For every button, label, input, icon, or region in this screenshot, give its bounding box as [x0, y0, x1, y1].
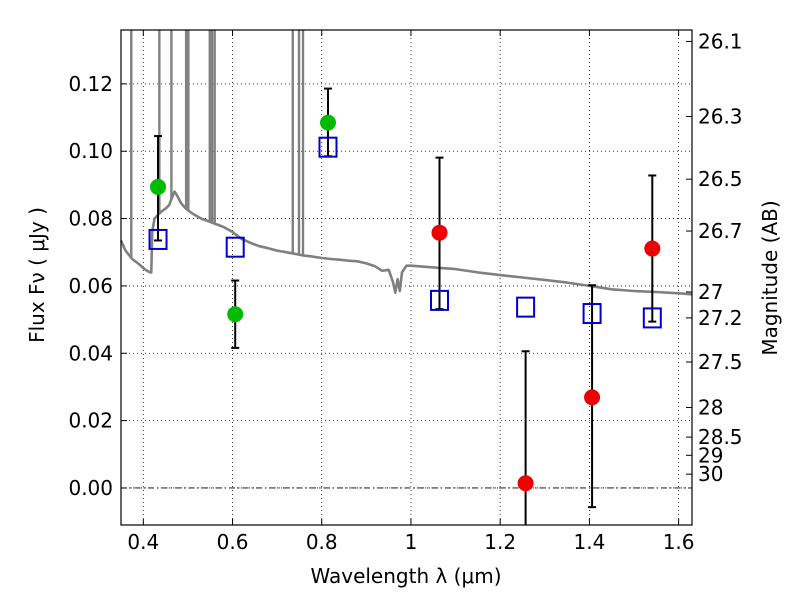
- x-tick-label: 1.4: [573, 530, 605, 554]
- mag-tick-label: 27: [698, 280, 723, 304]
- data-point: [517, 475, 534, 492]
- model-point: [318, 136, 338, 158]
- mag-tick-label: 29: [698, 443, 723, 467]
- data-point: [431, 224, 448, 241]
- mag-tick-label: 26.3: [698, 105, 743, 129]
- data-point: [227, 306, 244, 323]
- data-point: [150, 178, 167, 195]
- mag-tick-label: 28.5: [698, 425, 743, 449]
- grid: [121, 30, 692, 525]
- mag-tick-label: 28: [698, 395, 723, 419]
- y-tick-label: 0.06: [68, 274, 113, 298]
- model-spectrum: [119, 30, 693, 296]
- mag-tick-label: 27.5: [698, 350, 743, 374]
- model-point: [516, 296, 536, 318]
- spectrum-continuum: [119, 190, 693, 296]
- axis-ticks: 0.4 0.6 0.8 1 1.2 1.4 1.6 0.00 0.02 0.04 0.06 0.08 0…: [68, 29, 742, 554]
- model-point: [148, 228, 168, 250]
- y-tick-label: 0.10: [68, 139, 113, 163]
- y-tick-label: 0.12: [68, 72, 113, 96]
- y-tick-label: 0.02: [68, 409, 113, 433]
- error-bars: [154, 87, 657, 525]
- plot-frame: [120, 29, 693, 526]
- mag-tick-label: 26.1: [698, 29, 743, 53]
- x-tick-label: 0.6: [217, 530, 249, 554]
- data-markers: [148, 114, 662, 492]
- model-point: [582, 303, 602, 325]
- mag-tick-label: 26.5: [698, 167, 743, 191]
- y-tick-label: 0.08: [68, 207, 113, 231]
- x-tick-label: 1.2: [484, 530, 516, 554]
- data-point: [644, 240, 661, 257]
- y-axis-title: Flux Fν ( μJy ): [25, 207, 49, 343]
- model-point: [642, 307, 662, 329]
- x-axis-title: Wavelength λ (μm): [310, 564, 501, 588]
- data-point: [584, 389, 601, 406]
- y-tick-label: 0.04: [68, 341, 113, 365]
- mag-tick-label: 26.7: [698, 219, 743, 243]
- x-tick-label: 1: [405, 530, 418, 554]
- y-tick-label: 0.00: [68, 476, 113, 500]
- mag-tick-label: 30: [698, 462, 723, 486]
- mag-tick-label: 27.2: [698, 306, 743, 330]
- data-point: [319, 114, 336, 131]
- x-tick-label: 0.4: [127, 530, 159, 554]
- x-tick-label: 0.8: [306, 530, 338, 554]
- x-tick-label: 1.6: [663, 530, 695, 554]
- model-point: [430, 289, 450, 311]
- y2-axis-title: Magnitude (AB): [758, 200, 782, 355]
- model-point: [225, 236, 245, 258]
